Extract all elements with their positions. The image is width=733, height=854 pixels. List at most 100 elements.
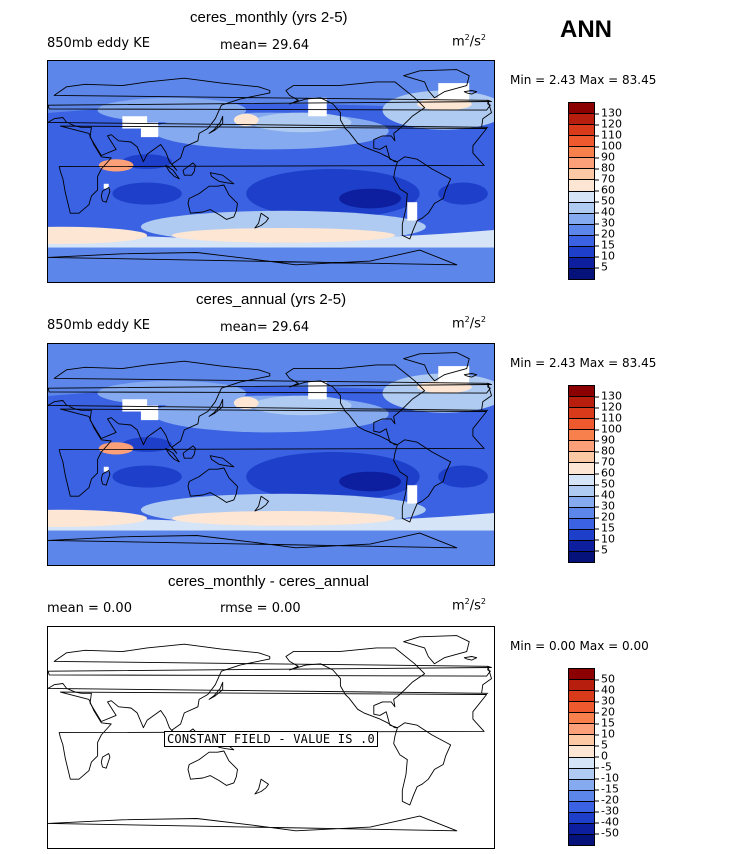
colorbar-swatch [569,268,594,279]
colorbar-tick-label: 5 [594,543,608,557]
coastline-iceland [463,90,478,95]
coastline-japan [208,115,224,134]
colorbar-swatch [569,757,594,769]
colorbar-tick-label: 30 [594,694,615,708]
coastline-newzealand [254,495,269,512]
colorbar-tick-label: 5 [594,738,608,752]
panel-3-units: m2/s2 [452,597,487,614]
colorbar-tick-label: 130 [594,106,622,120]
colorbar-swatch [569,529,594,541]
panel-1-colorbar: 130 120 110 100 90 80 70 60 50 40 30 20 15 10 5 [568,102,622,280]
colorbar-swatch [569,680,594,692]
colorbar-tick-label: 100 [594,422,622,436]
colorbar-tick-label: -50 [594,826,619,840]
colorbar-tick-label: 80 [594,444,615,458]
colorbar-swatch [569,724,594,736]
coastline-europe_asia [48,77,492,171]
coastline-africa [58,691,488,780]
panel-1-field-label: 850mb eddy KE [47,36,150,51]
colorbar-tick-label: 30 [594,216,615,230]
coastline-greenland [403,635,470,665]
coastline-newzealand [254,778,269,795]
coastline-uk [48,382,492,394]
field-contour [48,509,148,527]
panel-1-map [47,60,495,283]
colorbar-swatch [569,386,594,398]
field-contour [112,465,182,488]
field-contour [112,182,182,205]
coastline-sumatra [165,164,180,180]
missing-data-mask [308,380,327,400]
field-contour [48,226,148,244]
coastline-samerica [393,439,452,523]
coastline-greenland [403,69,470,99]
coastline-japan [208,398,224,417]
colorbar-tick-label: 50 [594,672,615,686]
coastline-samerica [393,722,452,806]
colorbar-tick-label: 30 [594,499,615,513]
colorbar-swatch [569,507,594,519]
colorbar-swatch [569,669,594,681]
panel-2-units: m2/s2 [452,315,487,332]
colorbar-tick-label: 70 [594,455,615,469]
colorbar-swatch [569,235,594,247]
panel-3-map: CONSTANT FIELD - VALUE IS .0 [47,626,495,849]
colorbar-tick-label: 90 [594,150,615,164]
colorbar-tick-label: -15 [594,782,619,796]
colorbar-swatch [569,790,594,802]
coastline-samerica [393,156,452,240]
coastline-australia [187,750,238,786]
colorbar-tick-label: 10 [594,249,615,263]
field-contour [438,182,488,205]
colorbar-swatch [569,114,594,126]
colorbar-swatch [569,246,594,258]
field-contour [97,380,247,406]
field-contour [417,97,472,111]
panel-1-minmax: Min = 2.43 Max = 83.45 [510,73,657,87]
coastline-borneo [182,162,196,176]
colorbar-swatch [569,213,594,225]
missing-data-mask [140,405,159,421]
coastline-europe_asia [48,643,492,737]
colorbar-tick-label: 110 [594,128,622,142]
colorbar-swatch [569,485,594,497]
coastline-sumatra [165,447,180,463]
colorbar-tick-label: -5 [594,760,612,774]
colorbar-tick-label: 20 [594,705,615,719]
coastline-europe_asia [48,360,492,454]
field-contour [122,437,172,453]
panel-2-title: ceres_annual (yrs 2-5) [196,291,347,308]
field-contour [171,227,395,243]
colorbar-swatch [569,397,594,409]
colorbar-tick-label: 5 [594,260,608,274]
panel-2-map [47,343,495,566]
colorbar-tick-label: 40 [594,488,615,502]
coastline-madagascar [100,470,111,486]
colorbar-swatch [569,823,594,835]
colorbar-tick-label: 120 [594,400,622,414]
colorbar-tick-label: 40 [594,683,615,697]
colorbar-swatch [569,419,594,431]
panel-2-minmax: Min = 2.43 Max = 83.45 [510,356,657,370]
coastline-newguinea [209,172,235,185]
panel-1-title: ceres_monthly (yrs 2-5) [190,9,348,26]
colorbar-tick-label: 110 [594,411,622,425]
missing-data-mask [140,122,159,138]
field-contour [339,471,402,492]
field-contour [252,112,352,133]
colorbar-tick-label: -10 [594,771,619,785]
panel-3-colorbar: 50 40 30 20 15 10 5 0 -5 -10 -15 -20 -30 -40 -50 [568,668,619,846]
field-contour [438,465,488,488]
missing-data-mask [407,202,418,221]
colorbar-tick-label: 40 [594,205,615,219]
colorbar-swatch [569,224,594,236]
colorbar-swatch [569,103,594,115]
missing-data-mask [308,97,327,117]
colorbar-tick-label: 20 [594,227,615,241]
colorbar-swatch [569,746,594,758]
colorbar-tick-label: 15 [594,238,615,252]
coastline-newzealand [254,212,269,229]
coastline-africa [58,125,488,214]
coastline-madagascar [100,753,111,769]
constant-field-note: CONSTANT FIELD - VALUE IS .0 [164,731,378,747]
